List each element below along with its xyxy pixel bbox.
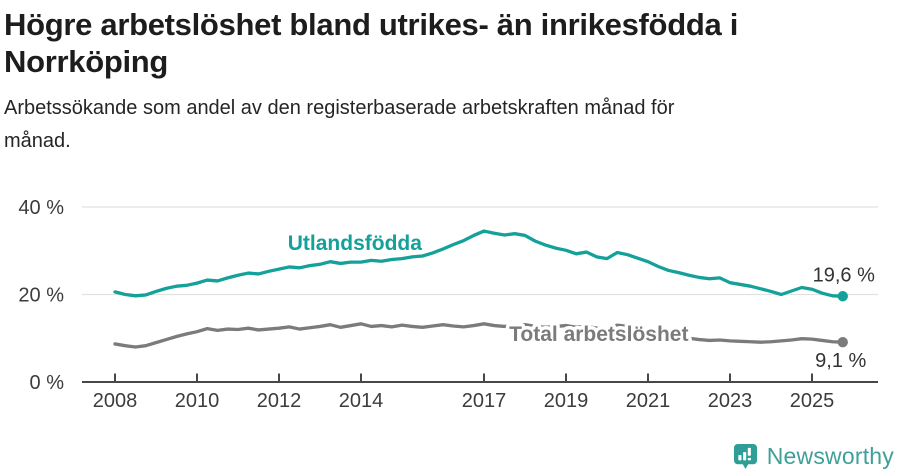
y-axis-tick-label: 40 % <box>18 197 64 219</box>
x-axis-tick-label: 2025 <box>790 390 835 412</box>
chart-subtitle: Arbetssökande som andel av den registerb… <box>4 92 864 158</box>
series-end-value-label: 19,6 % <box>813 264 875 286</box>
newsworthy-bar-chart-bubble-icon <box>733 444 757 469</box>
series-end-dot <box>837 291 848 302</box>
chart-header: Högre arbetslöshet bland utrikes- än inr… <box>4 6 864 158</box>
series-name-label: Total arbetslöshet <box>509 323 688 346</box>
x-axis-tick-label: 2023 <box>708 390 753 412</box>
chart-title-line: Högre arbetslöshet bland utrikes- än inr… <box>4 7 739 42</box>
series-line-utlandsf-dda <box>113 229 845 298</box>
series-line-total-arbetsl-shet <box>113 322 845 349</box>
x-axis-tick-label: 2010 <box>175 390 220 412</box>
series-end-value-label: 9,1 % <box>815 350 866 372</box>
x-axis-tick-label: 2014 <box>339 390 384 412</box>
newsworthy-wordmark: Newsworthy <box>766 443 894 469</box>
x-axis-tick-label: 2021 <box>626 390 671 412</box>
chart-title-line: Norrköping <box>4 44 169 79</box>
chart-subtitle-line: Arbetssökande som andel av den registerb… <box>4 97 675 119</box>
chart-title: Högre arbetslöshet bland utrikes- än inr… <box>4 6 864 80</box>
y-axis-tick-label: 20 % <box>18 285 64 307</box>
x-axis-tick-label: 2019 <box>544 390 589 412</box>
y-axis-tick-label: 0 % <box>30 372 65 394</box>
series-name-label: Utlandsfödda <box>288 232 422 255</box>
x-axis-tick-label: 2017 <box>462 390 507 412</box>
newsworthy-logo[interactable]: Newsworthy <box>733 443 894 470</box>
x-axis-tick-label: 2012 <box>257 390 302 412</box>
x-axis-tick-label: 2008 <box>93 390 138 412</box>
chart-subtitle-line: månad. <box>4 130 71 152</box>
series-end-dot <box>837 336 848 348</box>
